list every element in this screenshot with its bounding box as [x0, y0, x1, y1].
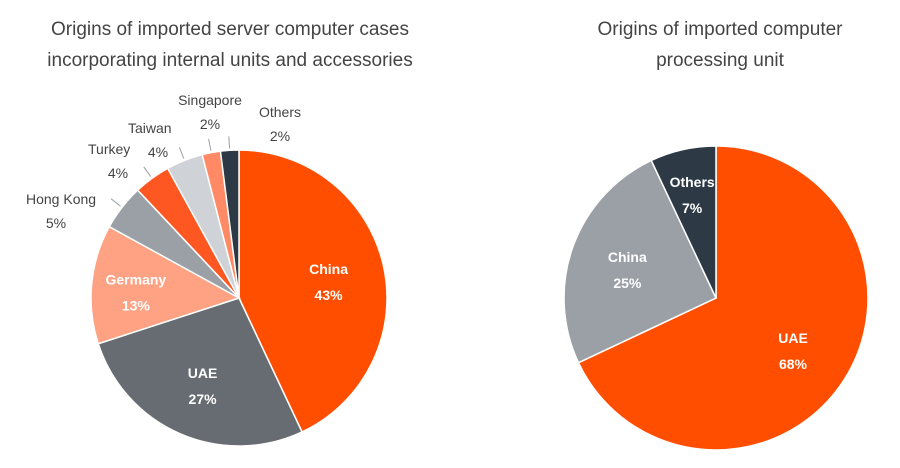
slice-value-singapore: 2%: [200, 116, 220, 132]
pie-slice-germany: [90, 225, 241, 345]
slice-label-uae: UAE: [188, 365, 218, 381]
pie-slice-others: [219, 149, 240, 299]
leader-line-singapore: [208, 138, 212, 151]
slice-label-china: China: [608, 249, 647, 265]
slice-value-taiwan: 4%: [148, 144, 168, 160]
slice-value-others: 2%: [270, 128, 290, 144]
slice-value-china: 43%: [315, 287, 344, 303]
slice-label-others: Others: [259, 104, 301, 120]
slice-label-uae: UAE: [778, 330, 808, 346]
chart-title-server-cases: Origins of imported server computer case…: [47, 19, 413, 71]
slice-value-uae: 27%: [189, 391, 218, 407]
pie-slice-china: [238, 149, 388, 433]
leader-line-others: [228, 136, 231, 149]
pie-chart-2: UAE 68% China 25% Others 7%: [563, 145, 869, 451]
pie-slice-uae: [577, 145, 869, 451]
slice-label-others: Others: [670, 174, 715, 190]
slice-value-hong-kong: 5%: [46, 215, 66, 231]
pie-slice-others: [650, 145, 717, 299]
slice-value-turkey: 4%: [108, 165, 128, 181]
slice-label-singapore: Singapore: [178, 92, 242, 108]
pie-slice-china: [563, 159, 717, 364]
chart-title-processing-unit: Origins of imported computer processing …: [597, 19, 843, 71]
leader-line-taiwan: [178, 147, 185, 159]
slice-label-china: China: [309, 261, 348, 277]
leader-line-turkey: [143, 166, 152, 177]
pie-slice-uae: [97, 297, 304, 447]
slice-label-hong-kong: Hong Kong: [26, 191, 96, 207]
slice-value-china: 25%: [613, 275, 642, 291]
pie-chart-1: China 43% UAE 27% Germany 13% Hong Kong 5% Turke…: [26, 92, 388, 447]
slice-label-turkey: Turkey: [88, 141, 130, 157]
slice-value-germany: 13%: [122, 297, 151, 313]
leader-line-hong-kong: [110, 198, 121, 207]
slice-value-others: 7%: [682, 200, 703, 216]
slice-value-uae: 68%: [779, 356, 808, 372]
slice-label-taiwan: Taiwan: [128, 120, 172, 136]
slice-label-germany: Germany: [106, 271, 167, 287]
